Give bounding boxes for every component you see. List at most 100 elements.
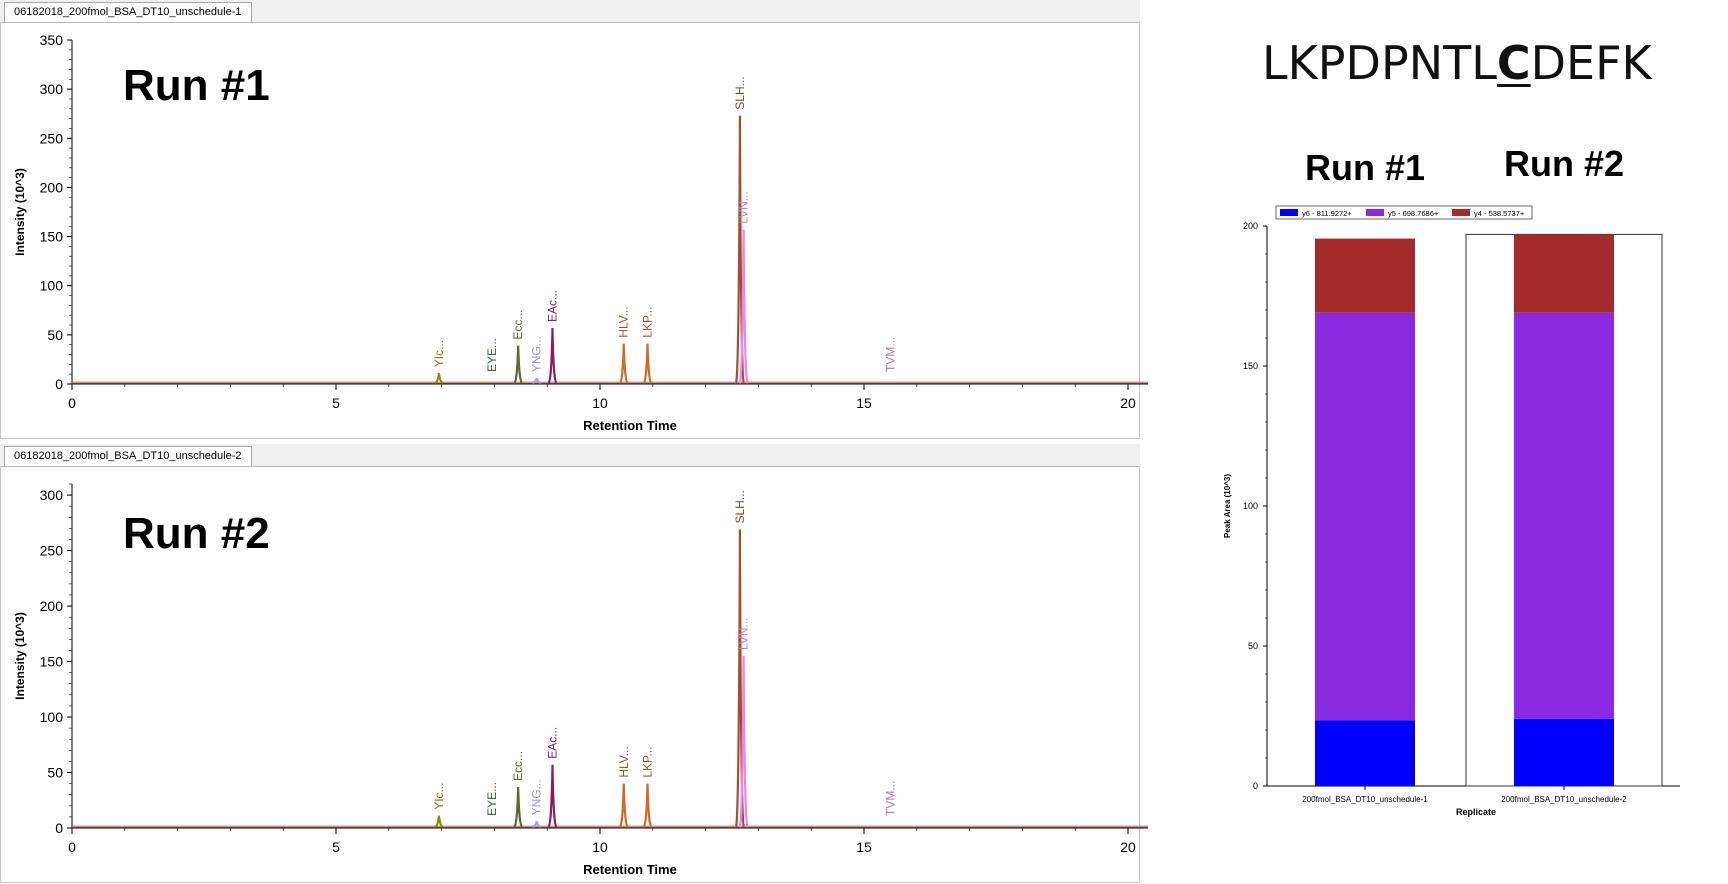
peak-trace xyxy=(547,327,558,385)
y-tick-label: 50 xyxy=(1248,641,1258,651)
peak-trace xyxy=(618,783,629,829)
y-axis-label: Intensity (10^3) xyxy=(13,168,27,256)
legend-swatch xyxy=(1366,209,1384,216)
y-tick-label: 150 xyxy=(1243,361,1258,371)
peak-label: LKP... xyxy=(641,307,655,338)
x-tick-label: 0 xyxy=(68,395,76,411)
chromatogram-panel-1: 06182018_200fmol_BSA_DT10_unschedule-1 R… xyxy=(0,0,1148,440)
peaks: YIc... EYE...Ecc...YNG...EAc...HLV... LKP.… xyxy=(432,76,897,385)
panel-frame xyxy=(0,22,1140,439)
y-tick-label: 100 xyxy=(1243,501,1258,511)
peaks: YIc... EYE...Ecc...YNG...EAc...HLV... LKP.… xyxy=(432,490,897,829)
document-tab[interactable]: 06182018_200fmol_BSA_DT10_unschedule-1 xyxy=(4,2,252,22)
bar-run-label-2: Run #2 xyxy=(1504,143,1624,184)
y-axis-label: Peak Area (10^3) xyxy=(1223,474,1232,538)
peak-trace xyxy=(738,655,749,829)
peak-trace xyxy=(434,373,444,385)
y-tick-label: 0 xyxy=(1253,781,1258,791)
run-label: Run #1 xyxy=(123,61,270,110)
y-tick-label: 0 xyxy=(55,820,63,836)
peak-trace xyxy=(642,783,653,829)
peptide-sequence-suffix: DEFK xyxy=(1530,36,1652,90)
x-tick-label: 0 xyxy=(68,839,76,855)
legend-swatch xyxy=(1452,209,1470,216)
peak-label: TVM... xyxy=(883,337,897,372)
y-tick-label: 150 xyxy=(40,654,64,670)
peak-label: LKP... xyxy=(641,746,655,777)
legend-swatch xyxy=(1280,209,1298,216)
document-tab-strip: 06182018_200fmol_BSA_DT10_unschedule-2 xyxy=(0,444,1140,467)
x-tick-label: 15 xyxy=(856,839,872,855)
peptide-modified-residue: C xyxy=(1496,36,1531,90)
y-axis-label: Intensity (10^3) xyxy=(13,612,27,700)
x-tick-label: 5 xyxy=(332,839,340,855)
chromatogram-panel-2: 06182018_200fmol_BSA_DT10_unschedule-2 R… xyxy=(0,444,1148,884)
peak-label: Ecc... xyxy=(511,751,525,781)
bar-segment xyxy=(1315,312,1415,721)
x-tick-label: 20 xyxy=(1120,395,1136,411)
y-tick-label: 150 xyxy=(40,229,64,245)
x-tick-label: 5 xyxy=(332,395,340,411)
peak-trace xyxy=(434,815,444,829)
peak-trace xyxy=(532,821,542,829)
y-tick-label: 250 xyxy=(40,543,64,559)
peak-trace xyxy=(532,377,542,385)
x-axis-label: Replicate xyxy=(1456,807,1496,817)
peak-label: YNG... xyxy=(530,336,544,372)
y-tick-label: 250 xyxy=(40,130,64,146)
document-tab[interactable]: 06182018_200fmol_BSA_DT10_unschedule-2 xyxy=(4,446,252,466)
y-tick-label: 0 xyxy=(55,376,63,392)
x-axis-label: Retention Time xyxy=(583,418,677,433)
peak-label: TVM... xyxy=(883,781,897,816)
x-tick-label: 15 xyxy=(856,395,872,411)
peak-label: YIc... xyxy=(432,782,446,809)
peak-label: YNG... xyxy=(530,779,544,815)
x-tick-label: 200fmol_BSA_DT10_unschedule-1 xyxy=(1302,795,1428,804)
peak-label: EAc... xyxy=(545,727,559,759)
legend-entry: y4 - 538.5737+ xyxy=(1474,209,1525,218)
peak-trace xyxy=(513,345,523,385)
x-tick-label: 200fmol_BSA_DT10_unschedule-2 xyxy=(1501,795,1627,804)
y-tick-label: 200 xyxy=(40,598,64,614)
peak-label: SLH... xyxy=(733,76,747,109)
document-tab-strip: 06182018_200fmol_BSA_DT10_unschedule-1 xyxy=(0,0,1140,23)
axes: 0 50 100 150 200 250 300 0 5 10 15 20 Retention Time… xyxy=(13,483,1148,877)
x-tick-label: 20 xyxy=(1120,839,1136,855)
peak-label: EYE... xyxy=(485,338,499,372)
peak-trace xyxy=(738,229,749,385)
y-tick-label: 100 xyxy=(40,709,64,725)
y-tick-label: 50 xyxy=(47,765,63,781)
y-tick-label: 200 xyxy=(40,179,64,195)
bar-segment xyxy=(1514,312,1614,719)
peak-label: YIc... xyxy=(432,340,446,367)
peptide-sequence: LKPDPNTLCDEFK xyxy=(1262,36,1652,90)
run-label: Run #2 xyxy=(123,509,270,558)
y-tick-label: 50 xyxy=(47,327,63,343)
legend-entry: y5 - 698.7686+ xyxy=(1388,209,1439,218)
y-tick-label: 300 xyxy=(40,81,64,97)
bar-segment xyxy=(1315,720,1415,786)
peak-label: LVN... xyxy=(737,191,751,223)
peak-label: HLV... xyxy=(617,746,631,777)
peak-label: Ecc... xyxy=(511,310,525,340)
peak-trace xyxy=(642,343,653,385)
legend-entry: y6 - 811.9272+ xyxy=(1302,209,1352,218)
y-tick-label: 300 xyxy=(40,487,64,503)
bar-segment xyxy=(1514,234,1614,313)
peak-label: HLV... xyxy=(617,306,631,337)
x-tick-label: 10 xyxy=(592,839,608,855)
chromatogram-plot[interactable]: Run #2 0 50 100 150 200 250 300 0 5 10 15 20 Retenti… xyxy=(0,444,1148,884)
x-tick-label: 10 xyxy=(592,395,608,411)
x-axis-label: Retention Time xyxy=(583,862,677,877)
y-tick-label: 200 xyxy=(1243,221,1258,231)
peak-label: LVN... xyxy=(737,618,751,650)
peak-trace xyxy=(547,764,558,829)
legend: y6 - 811.9272+ y5 - 698.7686+ y4 - 538.573… xyxy=(1275,205,1533,220)
bars: 200fmol_BSA_DT10_unschedule-1 200fmol_BSA… xyxy=(1302,234,1627,804)
peak-area-bar-chart[interactable]: Run #1 Run #2 y6 - 811.9272+ y5 - 698.768… xyxy=(1220,140,1680,820)
peak-label: SLH... xyxy=(733,490,747,523)
chromatogram-plot[interactable]: Run #1 0 50 100 150 200 250 300 350 0 5 10 15 20 Rete… xyxy=(0,0,1148,440)
peptide-sequence-prefix: LKPDPNTL xyxy=(1262,36,1497,90)
y-tick-label: 350 xyxy=(40,32,64,48)
bar-run-label-1: Run #1 xyxy=(1305,147,1425,188)
